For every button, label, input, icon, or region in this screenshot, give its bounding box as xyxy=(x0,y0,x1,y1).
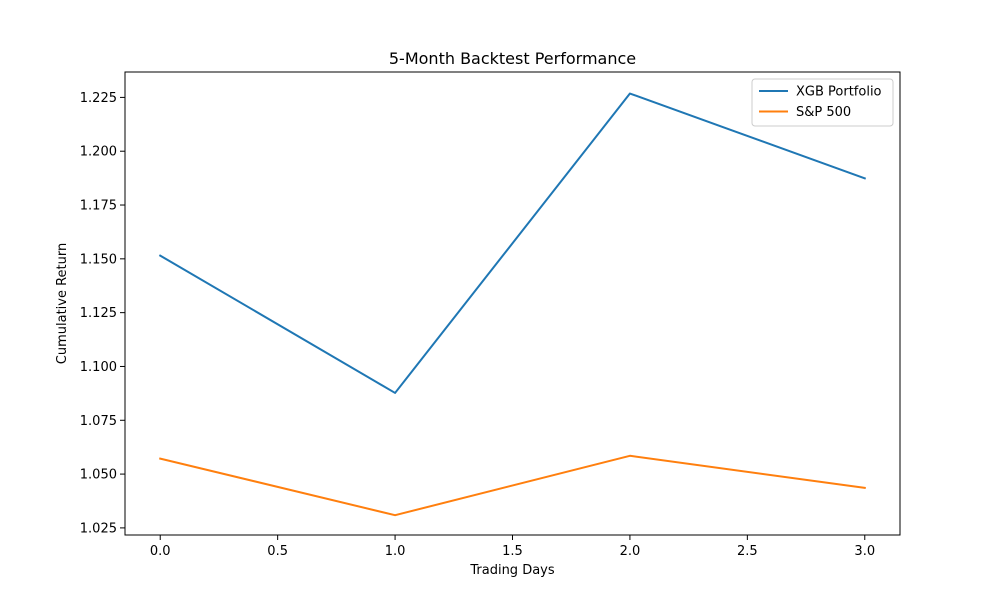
y-axis-label: Cumulative Return xyxy=(55,243,70,364)
x-tick-label: 1.5 xyxy=(502,544,523,559)
legend-label-xgb-portfolio: XGB Portfolio xyxy=(796,85,882,100)
y-tick-label: 1.050 xyxy=(80,468,117,483)
x-tick-label: 2.0 xyxy=(620,544,641,559)
x-tick-label: 1.0 xyxy=(385,544,406,559)
chart-title: 5-Month Backtest Performance xyxy=(389,49,636,68)
x-axis-label: Trading Days xyxy=(469,563,554,578)
legend: XGB Portfolio S&P 500 xyxy=(752,79,893,126)
x-tick-label: 0.5 xyxy=(267,544,288,559)
x-tick-label: 3.0 xyxy=(854,544,875,559)
y-tick-label: 1.025 xyxy=(80,521,117,536)
y-tick-label: 1.200 xyxy=(80,145,117,160)
y-tick-label: 1.100 xyxy=(80,360,117,375)
x-tick-label: 2.5 xyxy=(737,544,758,559)
y-tick-label: 1.225 xyxy=(80,91,117,106)
legend-label-s-p-500: S&P 500 xyxy=(796,105,851,120)
x-tick-label: 0.0 xyxy=(150,544,171,559)
y-tick-label: 1.125 xyxy=(80,306,117,321)
y-tick-label: 1.175 xyxy=(80,199,117,214)
y-tick-label: 1.150 xyxy=(80,252,117,267)
y-tick-label: 1.075 xyxy=(80,414,117,429)
